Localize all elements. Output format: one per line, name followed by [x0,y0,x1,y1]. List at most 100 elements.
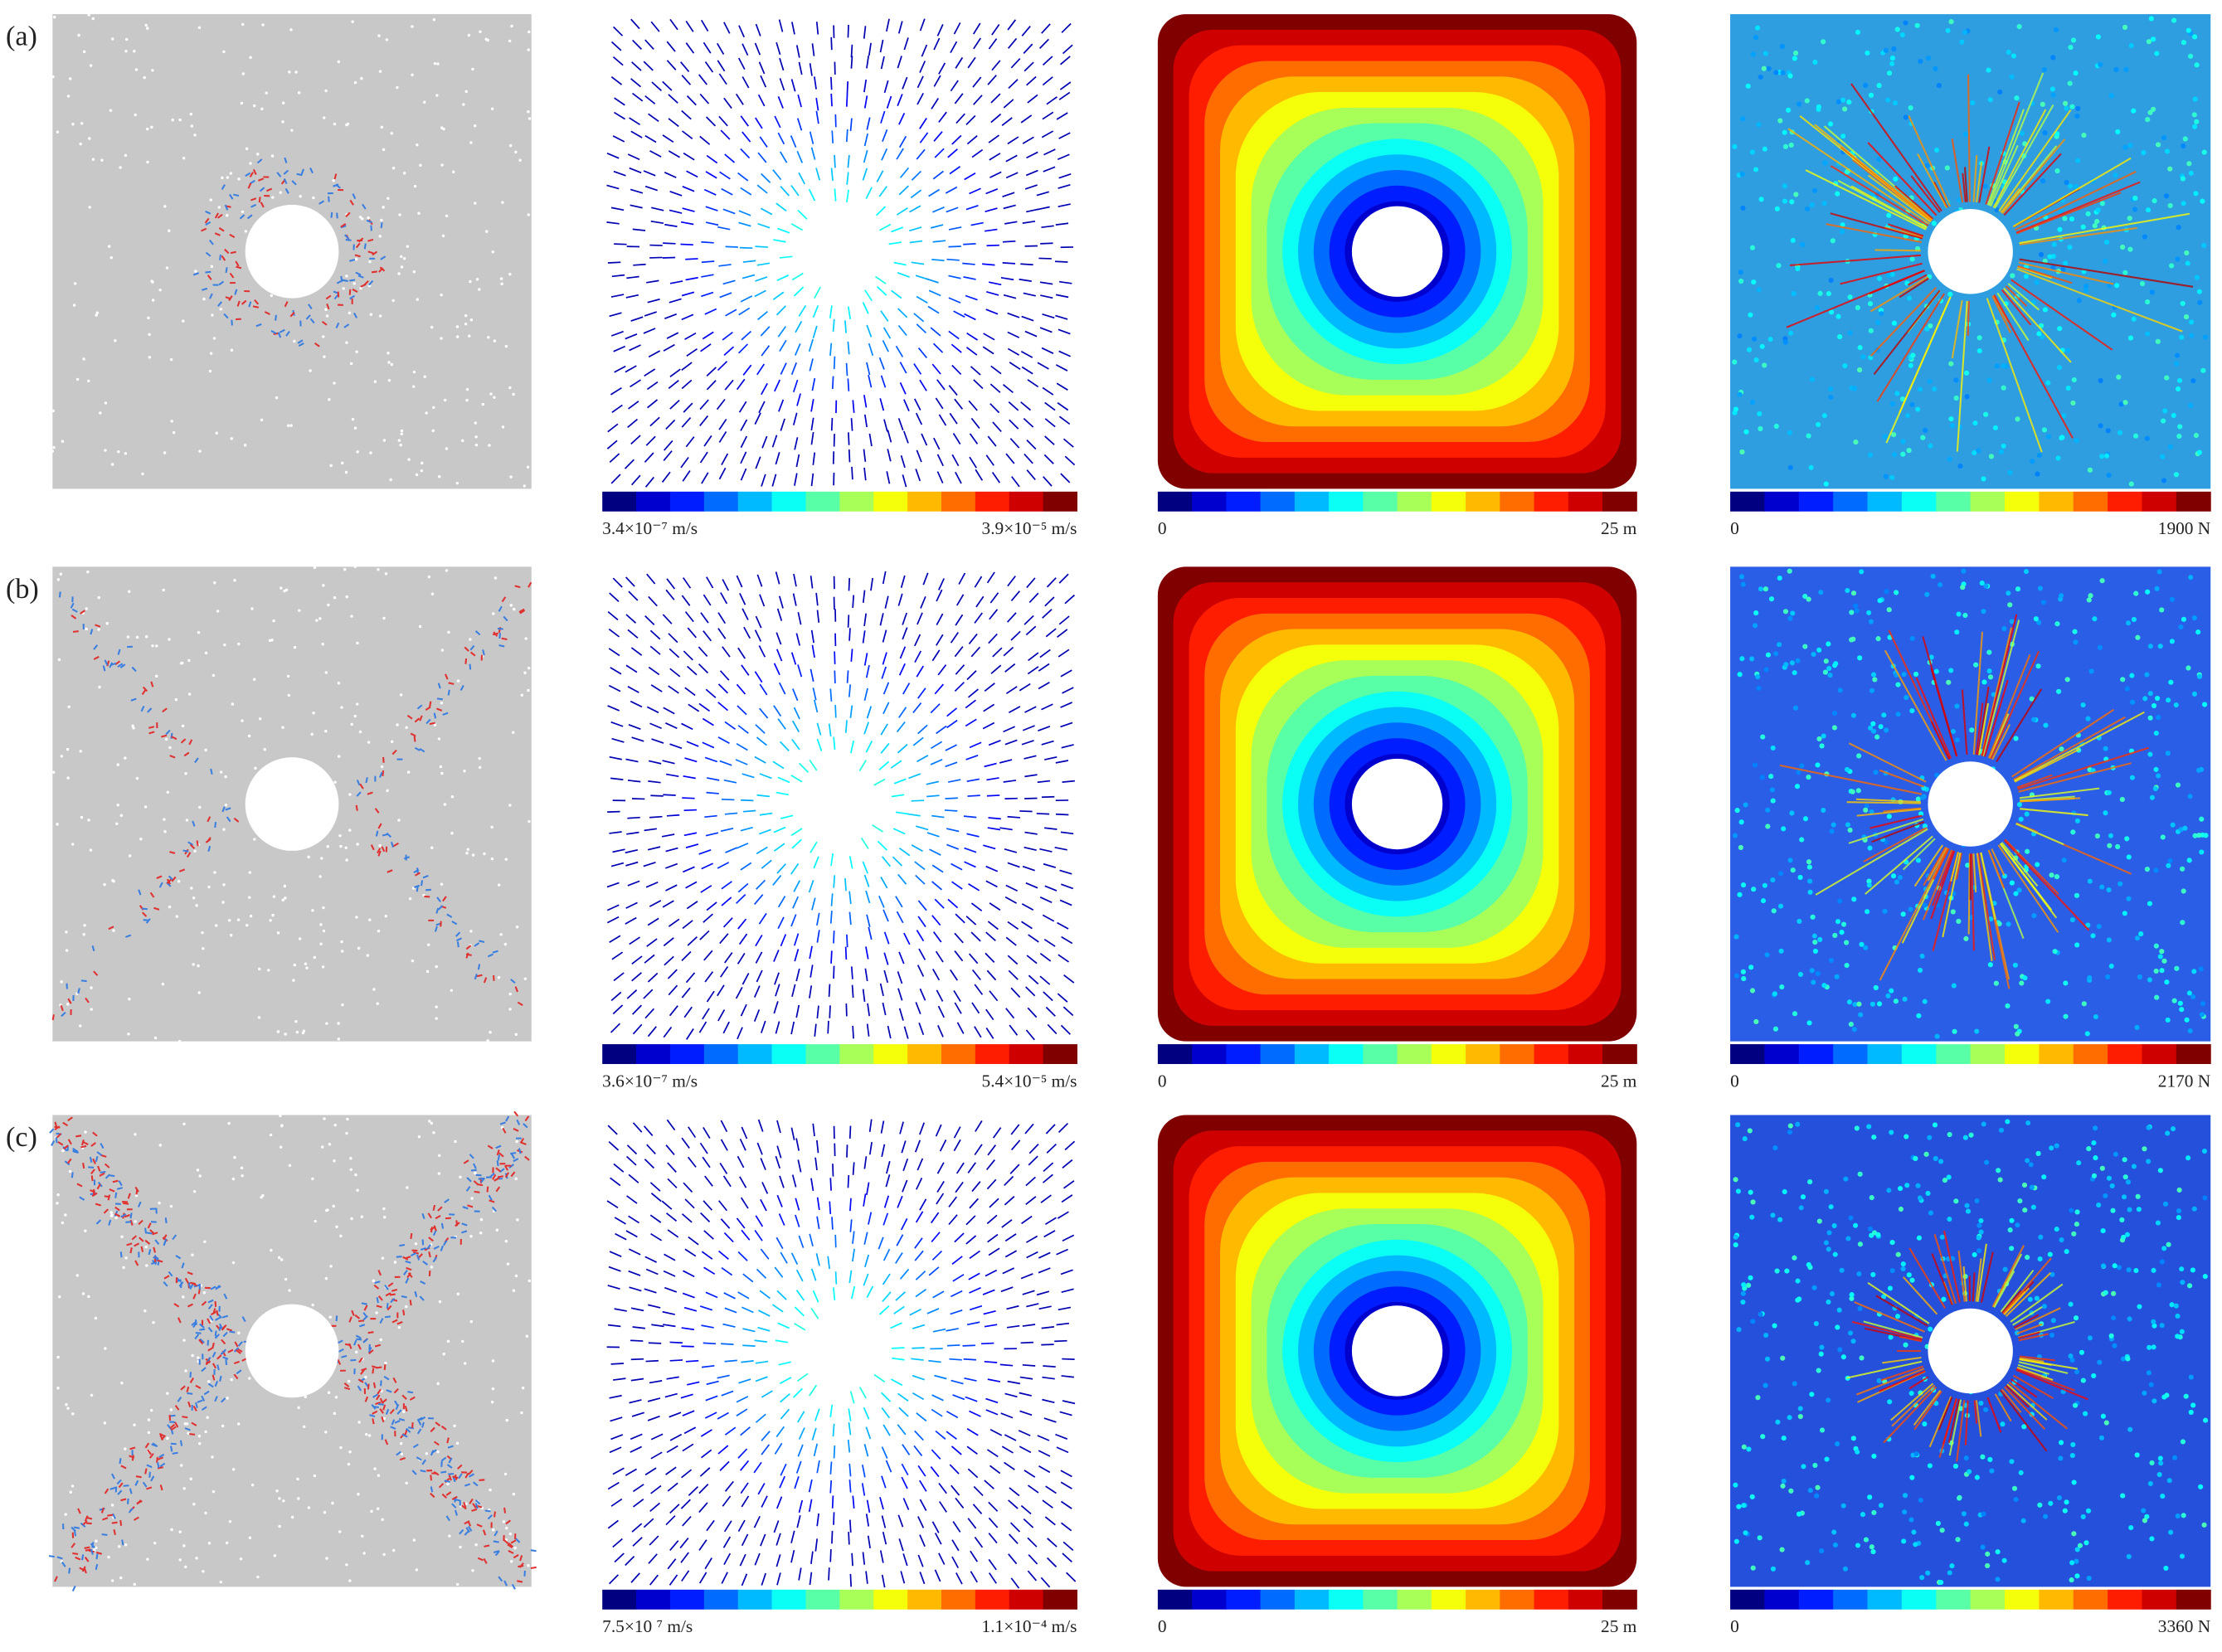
vector [792,593,797,606]
crack [266,187,273,192]
speckle [1953,377,1959,383]
pore [228,1520,232,1523]
vector [897,988,903,1001]
vector [780,1251,788,1264]
speckle [2128,42,2134,49]
speckle [1734,808,1740,814]
pore [389,478,392,482]
speckle [2122,270,2128,275]
speckle [2106,937,2112,943]
vector [706,154,718,164]
crack [118,1482,124,1489]
vector [612,26,624,36]
colorbar-cell [1764,1044,1800,1065]
pore [192,896,196,900]
pore [524,637,528,640]
vector [777,916,785,929]
vector [717,1411,729,1420]
crack [420,1470,426,1473]
speckle [1868,619,1874,624]
pore [203,1240,207,1244]
crack [442,712,449,716]
speckle [1848,1022,1854,1028]
vector [758,645,766,658]
pore [100,158,104,162]
speckle [2074,113,2080,119]
vector [955,113,965,124]
vector [897,1195,903,1208]
pore [514,1032,518,1037]
scale-max-label: 1900 N [2158,518,2210,538]
vector [881,1392,892,1402]
speckle [1765,652,1771,658]
vector [610,1434,624,1441]
vector [1007,576,1016,587]
speckle [1863,82,1869,89]
pore [128,854,132,858]
vector [830,76,833,90]
colorbar-cell [1043,491,1078,512]
colorbar-cell [1602,491,1637,512]
speckle [1946,679,1952,685]
vector [808,880,814,893]
speckle [2200,198,2205,204]
vector [862,861,868,874]
speckle [1947,291,1953,297]
vector [908,773,921,780]
crack [224,204,229,211]
crack [352,193,357,200]
crack [56,1133,62,1139]
pore [180,1464,183,1467]
speckle [2132,433,2139,439]
crack [443,1240,448,1246]
vector [699,451,708,464]
vector [629,1399,642,1404]
crack [201,227,207,232]
pore [376,1002,379,1005]
pore [87,379,90,383]
pore [323,1510,327,1514]
pore [305,966,309,969]
crack [518,608,525,613]
speckle [1821,413,1827,419]
vector [865,946,869,960]
vector [704,308,717,315]
speckle [2174,361,2180,367]
vector [606,882,620,888]
pore [146,1557,149,1561]
vector [882,682,890,695]
vector [649,815,663,819]
speckle [1987,97,1993,103]
vector [1043,991,1053,1002]
speckle [1782,198,1788,204]
pore [328,1315,332,1319]
pore [440,771,444,775]
speckle [1748,312,1753,318]
vector [644,476,654,488]
pore [112,879,115,883]
speckle [1811,651,1816,658]
vector [779,741,790,752]
vector [742,260,756,263]
vector [1005,172,1019,179]
pore [378,314,382,318]
vector [625,861,639,867]
speckle [2052,949,2058,955]
pore [324,1431,328,1434]
pore [520,693,524,697]
pore [447,630,450,634]
crack [184,1277,189,1284]
force-chain [1930,721,1951,760]
crack [82,1163,85,1169]
colorbar-cell [1157,1044,1193,1065]
crack [308,304,313,310]
vector [630,18,640,30]
vector [649,1502,660,1513]
crack [275,314,277,321]
vector [630,78,642,88]
pore [82,933,85,936]
vector [917,75,924,89]
speckle [2176,377,2183,383]
vector [935,397,944,410]
speckle [2016,23,2022,30]
